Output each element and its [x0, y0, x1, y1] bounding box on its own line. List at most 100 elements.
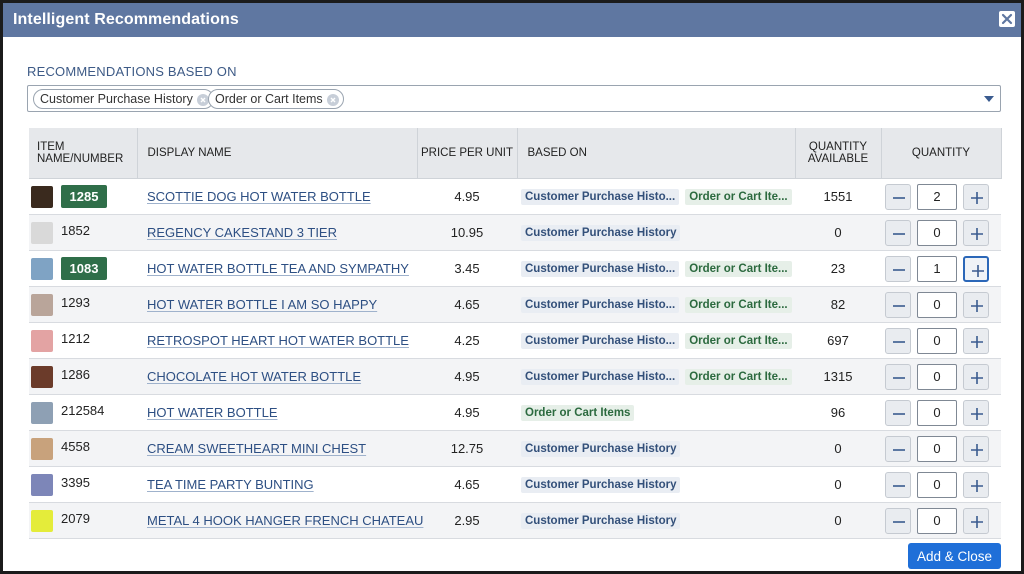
increment-button[interactable] — [963, 507, 989, 534]
price-cell: 12.75 — [417, 430, 517, 467]
quantity-stepper — [881, 502, 1001, 539]
plus-icon — [972, 264, 984, 277]
increment-button[interactable] — [963, 255, 989, 282]
item-cell: 1852 — [29, 214, 137, 251]
increment-button[interactable] — [963, 363, 989, 390]
quantity-stepper — [881, 466, 1001, 503]
display-name-cell: REGENCY CAKESTAND 3 TIER — [137, 214, 417, 251]
item-name-link[interactable]: METAL 4 HOOK HANGER FRENCH CHATEAU — [147, 512, 424, 528]
quantity-available-cell: 697 — [795, 322, 881, 359]
item-name-link[interactable]: RETROSPOT HEART HOT WATER BOTTLE — [147, 332, 409, 348]
plus-icon — [971, 227, 983, 240]
minus-icon — [893, 448, 905, 451]
column-header-display-name[interactable]: DISPLAY NAME — [137, 128, 418, 179]
column-header-based-on[interactable]: BASED ON — [517, 128, 796, 179]
display-name-cell: HOT WATER BOTTLE — [137, 394, 417, 431]
item-cell: 212584 — [29, 394, 137, 431]
decrement-button[interactable] — [885, 255, 911, 282]
decrement-button[interactable] — [885, 507, 911, 534]
increment-button[interactable] — [963, 219, 989, 246]
quantity-available-cell: 23 — [795, 250, 881, 287]
quantity-input[interactable] — [917, 507, 957, 534]
minus-icon — [893, 196, 905, 199]
item-name-link[interactable]: HOT WATER BOTTLE — [147, 404, 278, 420]
increment-button[interactable] — [963, 435, 989, 462]
quantity-available-cell: 0 — [795, 430, 881, 467]
based-on-chip: Customer Purchase Histo... — [521, 296, 680, 313]
item-number: 3395 — [61, 474, 90, 490]
decrement-button[interactable] — [885, 399, 911, 426]
column-header-item[interactable]: ITEM NAME/NUMBER — [29, 128, 138, 179]
quantity-available-cell: 0 — [795, 214, 881, 251]
decrement-button[interactable] — [885, 471, 911, 498]
based-on-cell: Customer Purchase History — [517, 214, 795, 251]
minus-icon — [893, 340, 905, 343]
quantity-stepper — [881, 394, 1001, 431]
quantity-input[interactable] — [917, 183, 957, 210]
display-name-cell: RETROSPOT HEART HOT WATER BOTTLE — [137, 322, 417, 359]
quantity-stepper — [881, 250, 1001, 287]
decrement-button[interactable] — [885, 183, 911, 210]
decrement-button[interactable] — [885, 327, 911, 354]
decrement-button[interactable] — [885, 363, 911, 390]
item-name-link[interactable]: CREAM SWEETHEART MINI CHEST — [147, 440, 367, 456]
item-name-link[interactable]: TEA TIME PARTY BUNTING — [147, 476, 314, 492]
close-icon[interactable] — [999, 11, 1015, 27]
item-name-link[interactable]: SCOTTIE DOG HOT WATER BOTTLE — [147, 188, 371, 204]
column-header-quantity-available[interactable]: QUANTITY AVAILABLE — [795, 128, 882, 179]
table-row: 1083 HOT WATER BOTTLE TEA AND SYMPATHY 3… — [29, 250, 1001, 287]
item-cell: 1286 — [29, 358, 137, 395]
item-name-link[interactable]: HOT WATER BOTTLE I AM SO HAPPY — [147, 296, 378, 312]
quantity-input[interactable] — [917, 219, 957, 246]
item-number: 1293 — [61, 294, 90, 310]
item-name-link[interactable]: REGENCY CAKESTAND 3 TIER — [147, 224, 337, 240]
table-row: 4558 CREAM SWEETHEART MINI CHEST 12.75 C… — [29, 430, 1001, 467]
based-on-chip: Order or Cart Ite... — [685, 368, 792, 385]
increment-button[interactable] — [963, 471, 989, 498]
table-row: 1212 RETROSPOT HEART HOT WATER BOTTLE 4.… — [29, 322, 1001, 359]
based-on-cell: Customer Purchase Histo... Order or Cart … — [517, 250, 795, 287]
price-cell: 4.95 — [417, 394, 517, 431]
quantity-input[interactable] — [917, 255, 957, 282]
item-number: 1285 — [61, 184, 107, 208]
product-thumbnail — [31, 473, 53, 496]
column-header-price[interactable]: PRICE PER UNIT — [417, 128, 518, 179]
table-row: 1285 SCOTTIE DOG HOT WATER BOTTLE 4.95 C… — [29, 178, 1001, 215]
quantity-available-cell: 1551 — [795, 178, 881, 215]
add-and-close-button[interactable]: Add & Close — [908, 543, 1001, 569]
item-number: 2079 — [61, 510, 90, 526]
column-header-quantity[interactable]: QUANTITY — [881, 128, 1002, 179]
price-cell: 2.95 — [417, 502, 517, 539]
increment-button[interactable] — [963, 399, 989, 426]
increment-button[interactable] — [963, 327, 989, 354]
minus-icon — [893, 412, 905, 415]
increment-button[interactable] — [963, 291, 989, 318]
quantity-input[interactable] — [917, 435, 957, 462]
decrement-button[interactable] — [885, 435, 911, 462]
based-on-cell: Customer Purchase History — [517, 430, 795, 467]
quantity-input[interactable] — [917, 471, 957, 498]
product-thumbnail — [31, 257, 53, 280]
quantity-input[interactable] — [917, 363, 957, 390]
product-thumbnail — [31, 365, 53, 388]
based-on-chip: Customer Purchase Histo... — [521, 332, 680, 349]
plus-icon — [971, 371, 983, 384]
item-name-link[interactable]: CHOCOLATE HOT WATER BOTTLE — [147, 368, 362, 384]
chevron-down-icon[interactable] — [984, 96, 994, 102]
quantity-input[interactable] — [917, 399, 957, 426]
quantity-input[interactable] — [917, 327, 957, 354]
decrement-button[interactable] — [885, 219, 911, 246]
price-cell: 4.95 — [417, 358, 517, 395]
plus-icon — [971, 515, 983, 528]
item-name-link[interactable]: HOT WATER BOTTLE TEA AND SYMPATHY — [147, 260, 409, 276]
display-name-cell: METAL 4 HOOK HANGER FRENCH CHATEAU — [137, 502, 423, 539]
remove-tag-icon[interactable] — [326, 94, 339, 106]
recommendation-source-multiselect[interactable]: Customer Purchase History Order or Cart … — [27, 85, 1001, 112]
quantity-input[interactable] — [917, 291, 957, 318]
decrement-button[interactable] — [885, 291, 911, 318]
remove-tag-icon[interactable] — [196, 94, 209, 106]
quantity-available-cell: 82 — [795, 286, 881, 323]
price-cell: 3.45 — [417, 250, 517, 287]
increment-button[interactable] — [963, 183, 989, 210]
